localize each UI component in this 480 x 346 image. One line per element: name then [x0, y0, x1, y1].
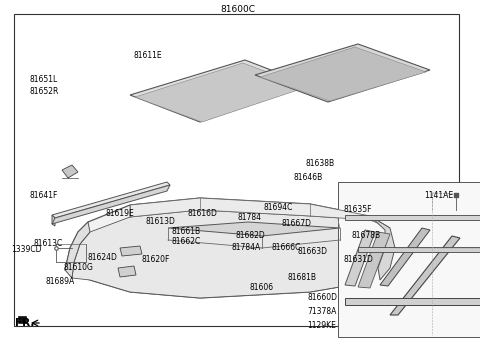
Polygon shape	[130, 60, 310, 122]
Text: 81646B: 81646B	[294, 173, 323, 182]
Polygon shape	[72, 210, 385, 298]
Text: 81660D: 81660D	[307, 293, 337, 302]
Polygon shape	[130, 198, 390, 228]
Polygon shape	[62, 165, 78, 178]
Text: 81611E: 81611E	[134, 51, 163, 60]
Text: 81619E: 81619E	[105, 209, 134, 219]
Polygon shape	[345, 230, 375, 286]
Text: 81661B: 81661B	[171, 228, 200, 237]
Polygon shape	[358, 247, 480, 252]
Text: 81652R: 81652R	[30, 88, 60, 97]
Polygon shape	[52, 185, 170, 224]
Polygon shape	[120, 246, 142, 256]
Text: 81681B: 81681B	[288, 273, 317, 282]
Text: 81663D: 81663D	[298, 247, 328, 256]
Text: 81616D: 81616D	[188, 209, 218, 218]
Polygon shape	[52, 215, 55, 226]
Polygon shape	[370, 216, 395, 280]
Bar	[56, 244, 86, 262]
Bar	[338, 182, 480, 337]
Text: 81613C: 81613C	[33, 238, 62, 247]
Text: 81666C: 81666C	[272, 244, 301, 253]
Text: 81784: 81784	[238, 213, 262, 222]
Text: 81620F: 81620F	[142, 255, 170, 264]
Text: 71378A: 71378A	[307, 308, 336, 317]
Text: 81667D: 81667D	[282, 219, 312, 228]
Text: 81638B: 81638B	[306, 160, 335, 169]
Text: 81662C: 81662C	[171, 237, 200, 246]
Polygon shape	[358, 232, 390, 288]
Text: 81694C: 81694C	[264, 203, 293, 212]
Text: 81600C: 81600C	[220, 4, 255, 13]
Text: 81631D: 81631D	[344, 255, 374, 264]
Text: 81682D: 81682D	[235, 230, 265, 239]
Text: 81689A: 81689A	[46, 277, 75, 286]
Polygon shape	[135, 63, 307, 122]
Text: FR.: FR.	[15, 318, 35, 328]
Text: 81641F: 81641F	[30, 191, 59, 200]
Text: 81613D: 81613D	[145, 218, 175, 227]
Polygon shape	[65, 222, 90, 278]
Polygon shape	[65, 198, 395, 298]
Polygon shape	[52, 182, 170, 218]
Polygon shape	[255, 44, 430, 102]
Polygon shape	[345, 298, 480, 305]
Text: 81624D: 81624D	[88, 253, 118, 262]
Text: 81678B: 81678B	[352, 231, 381, 240]
Polygon shape	[345, 215, 480, 220]
Polygon shape	[260, 47, 426, 101]
Polygon shape	[380, 228, 430, 286]
Polygon shape	[18, 316, 26, 323]
Polygon shape	[168, 222, 340, 236]
Text: 81651L: 81651L	[30, 75, 58, 84]
Text: 81610G: 81610G	[63, 264, 93, 273]
Text: 81635F: 81635F	[344, 206, 372, 215]
Text: 1129KE: 1129KE	[307, 321, 336, 330]
Text: 1339CD: 1339CD	[11, 246, 41, 255]
Text: 81606: 81606	[250, 283, 274, 292]
Text: 81784A: 81784A	[232, 243, 261, 252]
Text: 1141AE: 1141AE	[424, 191, 453, 200]
Polygon shape	[390, 236, 460, 315]
Polygon shape	[118, 266, 136, 277]
